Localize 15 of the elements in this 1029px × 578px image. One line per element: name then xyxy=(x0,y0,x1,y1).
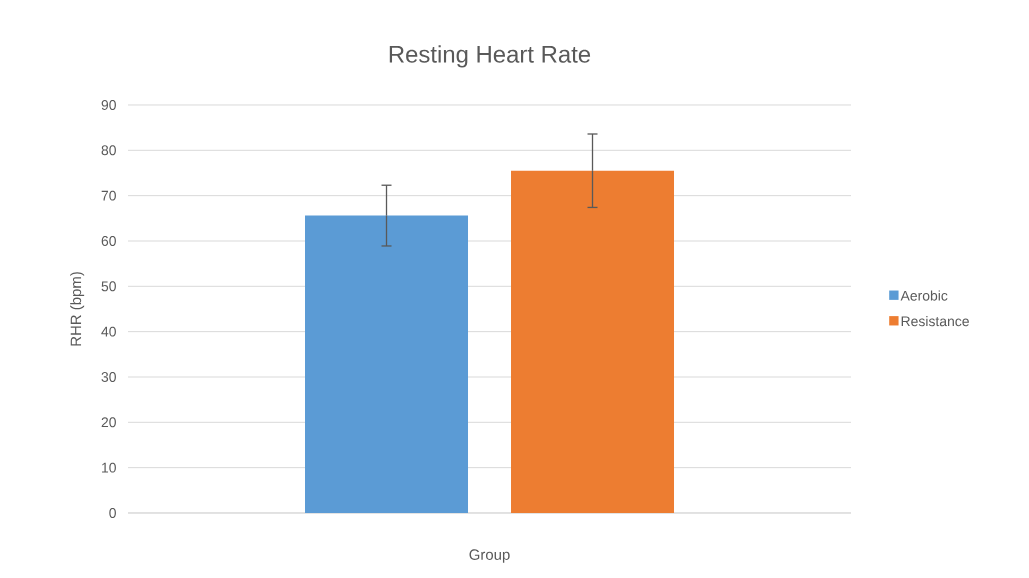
y-tick-label: 0 xyxy=(109,508,116,518)
x-axis-title: Group xyxy=(469,549,510,563)
y-tick-label: 80 xyxy=(101,145,116,156)
y-axis-title: RHR (bpm) xyxy=(70,272,85,346)
y-tick-label: 20 xyxy=(101,417,116,428)
y-tick-label: 10 xyxy=(102,462,116,473)
y-tick-label: 40 xyxy=(101,326,116,337)
legend-label: Resistance xyxy=(901,315,969,327)
y-tick-label: 90 xyxy=(101,100,116,110)
y-tick-label: 70 xyxy=(101,190,116,201)
chart-title: Resting Heart Rate xyxy=(389,45,591,68)
y-tick-label: 60 xyxy=(101,236,116,246)
legend-label: Aerobic xyxy=(900,290,948,301)
y-tick-label: 50 xyxy=(101,281,116,292)
y-tick-label: 30 xyxy=(101,372,116,382)
